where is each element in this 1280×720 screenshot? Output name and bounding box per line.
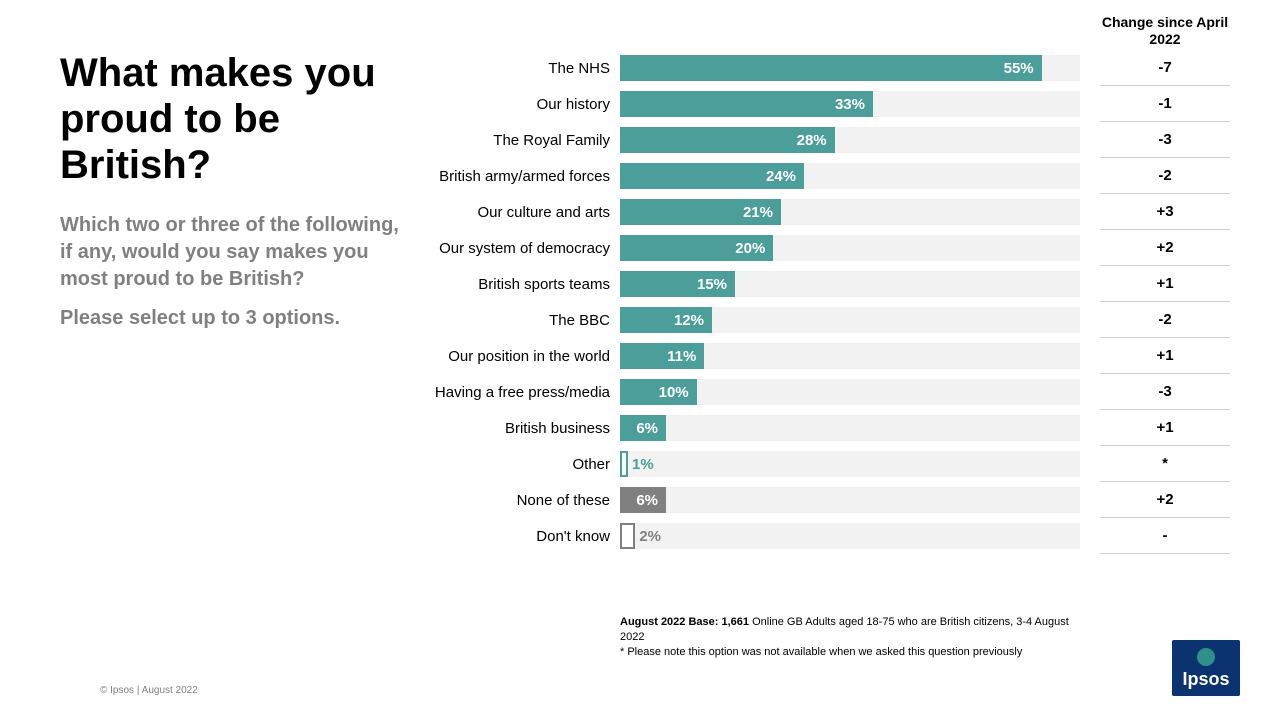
- bar: 55%: [620, 55, 1042, 81]
- chart-row: Don't know2%-: [420, 518, 1230, 554]
- category-label: British sports teams: [420, 276, 620, 293]
- bar-track: 2%: [620, 523, 1080, 549]
- bar-value: 12%: [674, 312, 704, 329]
- bar: 24%: [620, 163, 804, 189]
- chart-row: The Royal Family 28% -3: [420, 122, 1230, 158]
- bar: 2%: [620, 523, 635, 549]
- bar-value: 33%: [835, 96, 865, 113]
- page-title: What makes you proud to be British?: [60, 50, 400, 188]
- change-column-header: Change since April 2022: [1100, 14, 1230, 48]
- bar-value: 6%: [636, 492, 658, 509]
- bar: 11%: [620, 343, 704, 369]
- bar-value: 24%: [766, 168, 796, 185]
- chart-row: British business 6% +1: [420, 410, 1230, 446]
- bar-value: 21%: [743, 204, 773, 221]
- category-label: Our system of democracy: [420, 240, 620, 257]
- bar-value: 20%: [735, 240, 765, 257]
- category-label: Other: [420, 456, 620, 473]
- bar-track: 28%: [620, 127, 1080, 153]
- chart-row: Having a free press/media 10% -3: [420, 374, 1230, 410]
- bar-track: 15%: [620, 271, 1080, 297]
- chart-row: British army/armed forces 24% -2: [420, 158, 1230, 194]
- footnote-asterisk: * Please note this option was not availa…: [620, 646, 1022, 658]
- chart-row: Our system of democracy 20% +2: [420, 230, 1230, 266]
- chart-row: The BBC 12% -2: [420, 302, 1230, 338]
- bar-track: 24%: [620, 163, 1080, 189]
- bar-value: 10%: [659, 384, 689, 401]
- bar: 28%: [620, 127, 835, 153]
- bar: 10%: [620, 379, 697, 405]
- change-value: *: [1100, 446, 1230, 482]
- bar-track: 11%: [620, 343, 1080, 369]
- chart-row: Our culture and arts 21% +3: [420, 194, 1230, 230]
- category-label: Don't know: [420, 528, 620, 545]
- chart-row: The NHS 55% -7: [420, 50, 1230, 86]
- chart-row: Our position in the world 11% +1: [420, 338, 1230, 374]
- bar: 6%: [620, 487, 666, 513]
- left-column: What makes you proud to be British? Whic…: [60, 50, 400, 330]
- footnote-base-bold: August 2022 Base: 1,661: [620, 616, 749, 628]
- change-value: +3: [1100, 194, 1230, 230]
- bar-track: 6%: [620, 487, 1080, 513]
- change-value: +2: [1100, 482, 1230, 518]
- category-label: Having a free press/media: [420, 384, 620, 401]
- bar: 6%: [620, 415, 666, 441]
- bar: 1%: [620, 451, 628, 477]
- bar-track: 1%: [620, 451, 1080, 477]
- page: What makes you proud to be British? Whic…: [0, 0, 1280, 720]
- category-label: Our history: [420, 96, 620, 113]
- category-label: British army/armed forces: [420, 168, 620, 185]
- bar-track: 12%: [620, 307, 1080, 333]
- bar: 15%: [620, 271, 735, 297]
- change-value: -7: [1100, 50, 1230, 86]
- logo-dot-icon: [1197, 648, 1215, 666]
- change-value: -1: [1100, 86, 1230, 122]
- bar: 20%: [620, 235, 773, 261]
- bar: 21%: [620, 199, 781, 225]
- bar-track: 55%: [620, 55, 1080, 81]
- bar-track: 10%: [620, 379, 1080, 405]
- bar: 12%: [620, 307, 712, 333]
- bar-value: 28%: [797, 132, 827, 149]
- bar-chart: The NHS55%-7Our history33%-1The Royal Fa…: [420, 50, 1230, 554]
- bar-value: 2%: [639, 528, 661, 545]
- category-label: The Royal Family: [420, 132, 620, 149]
- category-label: Our culture and arts: [420, 204, 620, 221]
- bar-value: 1%: [632, 456, 654, 473]
- chart-row: British sports teams 15% +1: [420, 266, 1230, 302]
- change-value: +1: [1100, 266, 1230, 302]
- category-label: The NHS: [420, 60, 620, 77]
- sub-question: Which two or three of the following, if …: [60, 212, 400, 293]
- bar-value: 11%: [667, 348, 696, 365]
- ipsos-logo: Ipsos: [1172, 640, 1240, 696]
- change-value: -2: [1100, 302, 1230, 338]
- change-value: +2: [1100, 230, 1230, 266]
- bar-track: 6%: [620, 415, 1080, 441]
- bar-track: 33%: [620, 91, 1080, 117]
- bar-track: 20%: [620, 235, 1080, 261]
- bar-track: 21%: [620, 199, 1080, 225]
- chart-row: Our history 33% -1: [420, 86, 1230, 122]
- bar-value: 6%: [636, 420, 658, 437]
- change-value: -3: [1100, 122, 1230, 158]
- change-value: -3: [1100, 374, 1230, 410]
- bar: 33%: [620, 91, 873, 117]
- chart-row: Other1%*: [420, 446, 1230, 482]
- category-label: British business: [420, 420, 620, 437]
- change-value: +1: [1100, 410, 1230, 446]
- instruction-text: Please select up to 3 options.: [60, 307, 400, 330]
- logo-text: Ipsos: [1182, 669, 1229, 690]
- change-value: +1: [1100, 338, 1230, 374]
- footnotes: August 2022 Base: 1,661 Online GB Adults…: [620, 615, 1090, 660]
- category-label: Our position in the world: [420, 348, 620, 365]
- bar-value: 55%: [1004, 60, 1034, 77]
- change-value: -: [1100, 518, 1230, 554]
- category-label: None of these: [420, 492, 620, 509]
- copyright-text: © Ipsos | August 2022: [100, 685, 198, 696]
- chart-row: None of these 6% +2: [420, 482, 1230, 518]
- bar-value: 15%: [697, 276, 727, 293]
- change-value: -2: [1100, 158, 1230, 194]
- category-label: The BBC: [420, 312, 620, 329]
